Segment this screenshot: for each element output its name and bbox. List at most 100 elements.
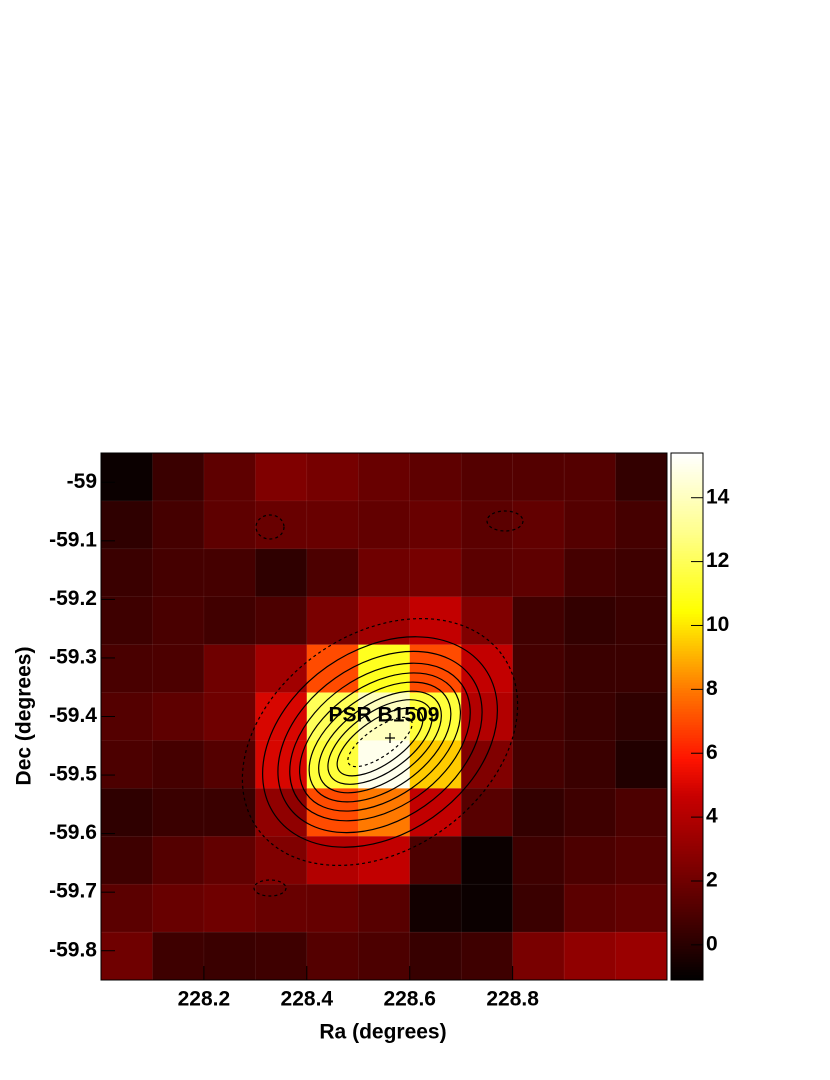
colorbar-step bbox=[671, 906, 703, 910]
colorbar-step bbox=[671, 716, 703, 720]
colorbar-step bbox=[671, 666, 703, 670]
colorbar-step bbox=[671, 713, 703, 717]
colorbar bbox=[671, 453, 703, 981]
colorbar-step bbox=[671, 703, 703, 707]
colorbar-step bbox=[671, 705, 703, 710]
cell bbox=[203, 644, 256, 694]
colorbar-step bbox=[671, 821, 703, 826]
cell bbox=[358, 836, 411, 885]
cell bbox=[460, 883, 514, 933]
colorbar-step bbox=[671, 732, 703, 736]
cell bbox=[615, 596, 668, 646]
colorbar-step bbox=[671, 698, 703, 702]
colorbar-step bbox=[671, 734, 703, 739]
colorbar-step bbox=[671, 932, 703, 936]
cell bbox=[203, 596, 256, 646]
cell bbox=[306, 931, 359, 981]
colorbar-step bbox=[671, 774, 703, 778]
colorbar-step bbox=[671, 919, 703, 923]
colorbar-step bbox=[671, 972, 703, 976]
cell bbox=[203, 500, 256, 550]
colorbar-step bbox=[671, 532, 703, 536]
cell bbox=[409, 883, 462, 933]
colorbar-step bbox=[671, 858, 703, 862]
colorbar-step bbox=[671, 916, 703, 920]
colorbar-step bbox=[671, 756, 703, 760]
colorbar-step bbox=[671, 827, 703, 831]
cell bbox=[512, 596, 565, 646]
colorbar-step bbox=[671, 771, 703, 775]
y-tick-label: -59.7 bbox=[49, 880, 97, 903]
cell bbox=[460, 931, 514, 981]
cell bbox=[563, 548, 617, 598]
cell bbox=[100, 548, 154, 598]
cell bbox=[512, 836, 565, 885]
colorbar-step bbox=[671, 922, 703, 926]
colorbar-step bbox=[671, 479, 703, 483]
y-axis-label: Dec (degrees) bbox=[13, 647, 36, 786]
colorbar-step bbox=[671, 690, 703, 694]
cell bbox=[563, 740, 617, 789]
colorbar-step bbox=[671, 842, 703, 847]
annotation: PSR B1509 bbox=[329, 704, 440, 727]
colorbar-step bbox=[671, 924, 703, 928]
cell bbox=[255, 931, 308, 981]
colorbar-step bbox=[671, 763, 703, 768]
colorbar-step bbox=[671, 711, 703, 715]
colorbar-step bbox=[671, 518, 703, 523]
cell bbox=[255, 644, 308, 694]
heatmap bbox=[100, 452, 668, 981]
colorbar-step bbox=[671, 550, 703, 554]
colorbar-step bbox=[671, 676, 703, 681]
colorbar-step bbox=[671, 727, 703, 731]
colorbar-step bbox=[671, 492, 703, 496]
colorbar-step bbox=[671, 658, 703, 662]
cell bbox=[152, 788, 205, 837]
colorbar-step bbox=[671, 634, 703, 638]
cell bbox=[409, 452, 462, 502]
colorbar-step bbox=[671, 779, 703, 783]
colorbar-step bbox=[671, 724, 703, 728]
colorbar-step bbox=[671, 526, 703, 530]
colorbar-step bbox=[671, 574, 703, 578]
colorbar-step bbox=[671, 481, 703, 486]
colorbar-step bbox=[671, 679, 703, 683]
colorbar-step bbox=[671, 647, 703, 652]
cell bbox=[100, 836, 154, 885]
colorbar-step bbox=[671, 458, 703, 462]
colorbar-step bbox=[671, 576, 703, 580]
colorbar-step bbox=[671, 940, 703, 944]
colorbar-step bbox=[671, 468, 703, 472]
colorbar-step bbox=[671, 943, 703, 947]
cell bbox=[203, 836, 256, 885]
cell bbox=[460, 548, 514, 598]
colorbar-step bbox=[671, 798, 703, 802]
colorbar-step bbox=[671, 608, 703, 612]
colorbar-step bbox=[671, 489, 703, 494]
colorbar-step bbox=[671, 653, 703, 657]
colorbar-step bbox=[671, 806, 703, 810]
colorbar-step bbox=[671, 935, 703, 939]
colorbar-step bbox=[671, 903, 703, 907]
cell bbox=[306, 452, 359, 502]
colorbar-step bbox=[671, 800, 703, 804]
colorbar-step bbox=[671, 961, 703, 965]
cell bbox=[358, 883, 411, 933]
colorbar-step bbox=[671, 832, 703, 836]
colorbar-step bbox=[671, 911, 703, 915]
cell bbox=[306, 883, 359, 933]
colorbar-step bbox=[671, 616, 703, 620]
y-tick-label: -59 bbox=[67, 470, 97, 493]
cell bbox=[409, 931, 462, 981]
cell bbox=[615, 548, 668, 598]
colorbar-step bbox=[671, 708, 703, 712]
colorbar-step bbox=[671, 587, 703, 591]
colorbar-step bbox=[671, 929, 703, 934]
colorbar-step bbox=[671, 542, 703, 546]
colorbar-step bbox=[671, 861, 703, 865]
colorbar-step bbox=[671, 534, 703, 538]
colorbar-step bbox=[671, 682, 703, 686]
colorbar-step bbox=[671, 626, 703, 631]
colorbar-step bbox=[671, 819, 703, 823]
cell bbox=[152, 596, 205, 646]
